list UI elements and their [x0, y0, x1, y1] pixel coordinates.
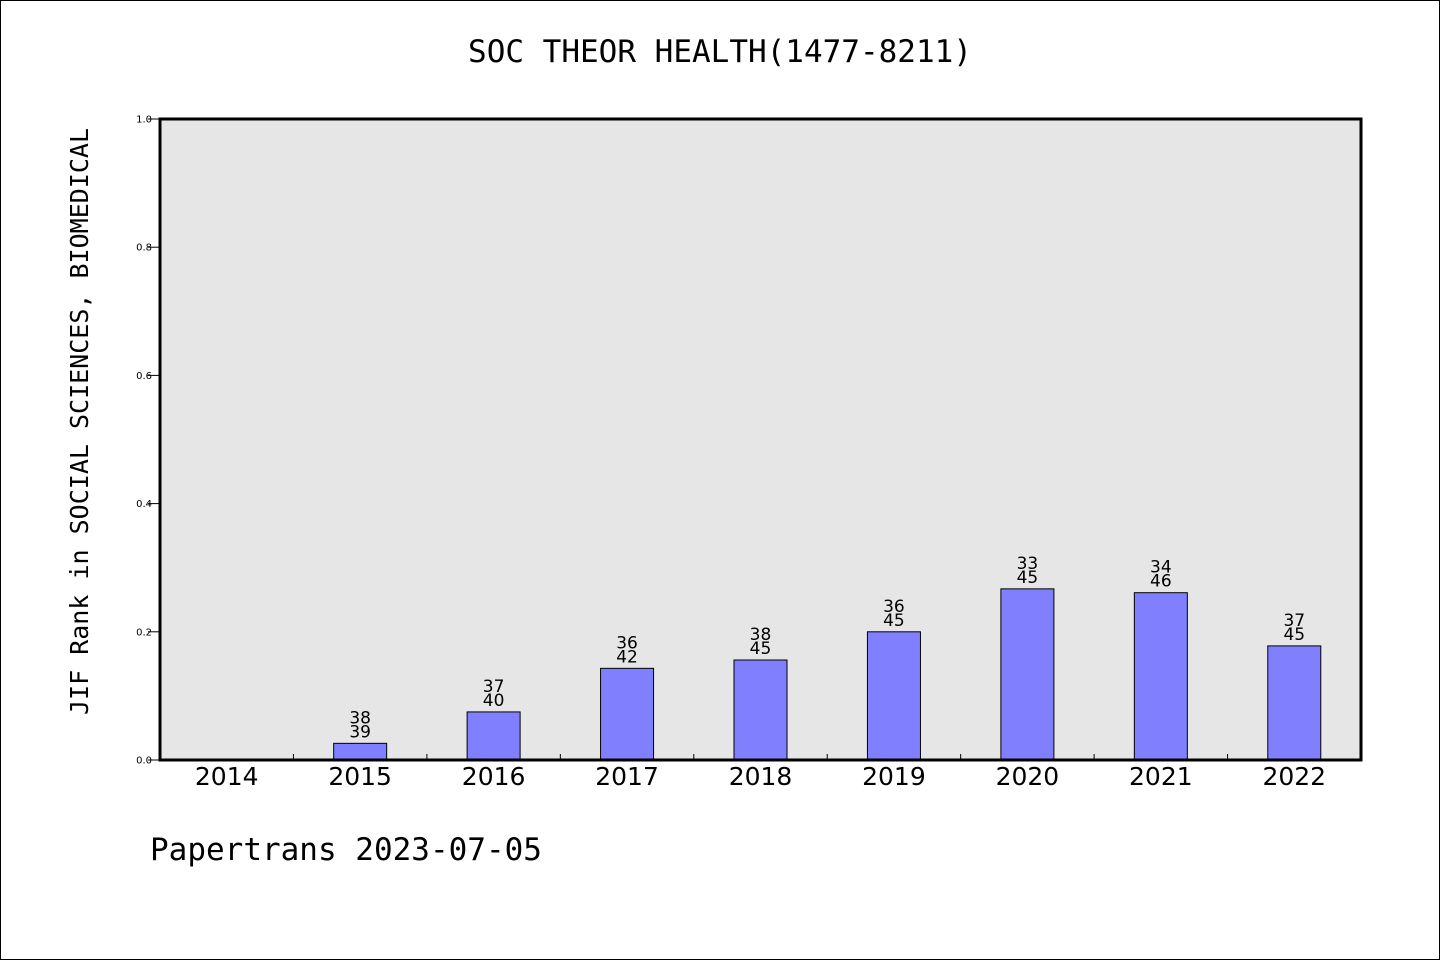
bar-label-rank: 37 [1283, 611, 1305, 631]
bar [466, 711, 521, 761]
x-tick-label: 2022 [1262, 762, 1326, 791]
bar-label-total: 45 [883, 611, 905, 631]
x-axis: 2014 2015 2016 2017 2018 2019 2020 2021 2022 [195, 754, 1326, 791]
x-tick-label: 2016 [462, 762, 526, 791]
bar-label-total: 45 [750, 639, 772, 659]
bar-label-rank: 37 [483, 677, 505, 697]
bar-label-rank: 38 [349, 708, 371, 728]
bar-label-rank: 34 [1150, 558, 1172, 578]
x-tick-label: 2015 [328, 762, 392, 791]
bar-label-total: 45 [1017, 568, 1039, 588]
bar-label-total: 45 [1283, 625, 1305, 645]
footer-watermark: Papertrans 2023-07-05 [150, 832, 542, 868]
y-tick-label: 0.6 [136, 371, 152, 382]
bar [600, 667, 655, 761]
y-axis: 0.0 0.2 0.4 0.6 0.8 1.0 [136, 115, 160, 767]
y-tick-label: 0.8 [136, 243, 152, 254]
bar-label-rank: 33 [1017, 554, 1039, 574]
x-tick-label: 2017 [595, 762, 659, 791]
bar-label-rank: 36 [883, 597, 905, 617]
bar [1133, 592, 1188, 761]
y-tick-label: 0.4 [136, 499, 152, 510]
bar-label-total: 39 [349, 722, 371, 742]
bar-label-rank: 36 [616, 633, 638, 653]
bar-label-rank: 38 [750, 625, 772, 645]
bar [866, 631, 921, 761]
bar-series [333, 588, 1322, 761]
bar [733, 659, 788, 761]
bar [333, 742, 388, 761]
plot-border [158, 117, 1363, 762]
bar [1267, 645, 1322, 761]
bar-label-total: 40 [483, 691, 505, 711]
y-tick-label: 1.0 [136, 115, 152, 126]
y-axis-label: JIF Rank in SOCIAL SCIENCES, BIOMEDICAL [65, 128, 94, 715]
x-tick-label: 2018 [729, 762, 793, 791]
x-tick-label: 2021 [1129, 762, 1193, 791]
bar [1000, 588, 1055, 761]
x-tick-label: 2020 [996, 762, 1060, 791]
chart-title: SOC THEOR HEALTH(1477-8211) [468, 34, 972, 70]
y-tick-label: 0.0 [136, 756, 152, 767]
y-tick-label: 0.2 [136, 627, 152, 638]
x-tick-label: 2019 [862, 762, 926, 791]
bar-label-total: 46 [1150, 572, 1172, 592]
bar-label-total: 42 [616, 647, 638, 667]
x-tick-label: 2014 [195, 762, 259, 791]
